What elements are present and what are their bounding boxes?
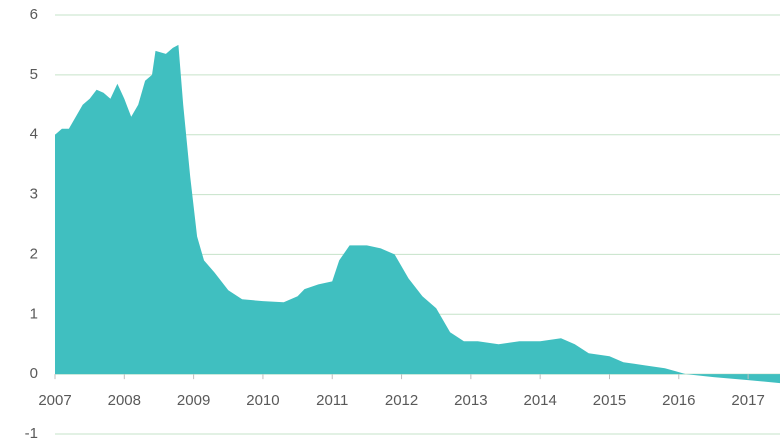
y-tick-label: 2 — [30, 245, 38, 262]
x-tick-label: 2015 — [593, 392, 626, 409]
x-tick-label: 2007 — [38, 392, 71, 409]
x-tick-label: 2008 — [108, 392, 141, 409]
x-tick-label: 2014 — [523, 392, 556, 409]
y-tick-label: 3 — [30, 186, 38, 203]
y-tick-label: -1 — [25, 425, 38, 442]
y-tick-label: 0 — [30, 365, 38, 382]
x-tick-label: 2009 — [177, 392, 210, 409]
x-tick-label: 2017 — [731, 392, 764, 409]
y-tick-label: 1 — [30, 305, 38, 322]
x-tick-label: 2016 — [662, 392, 695, 409]
y-tick-label: 5 — [30, 66, 38, 83]
x-tick-label: 2013 — [454, 392, 487, 409]
x-tick-label: 2010 — [246, 392, 279, 409]
x-tick-label: 2011 — [316, 392, 348, 409]
x-tick-label: 2012 — [385, 392, 418, 409]
y-tick-label: 6 — [30, 6, 38, 23]
area — [55, 44, 780, 384]
y-tick-label: 4 — [30, 126, 38, 143]
